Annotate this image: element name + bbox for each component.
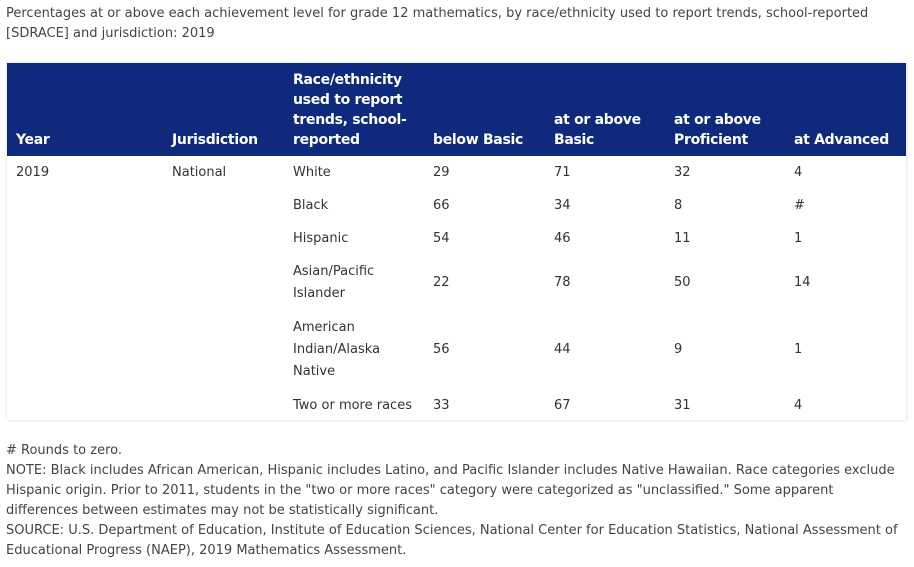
- cell-at-advanced: 14: [794, 275, 811, 290]
- cell-race: Two or more races: [293, 397, 412, 413]
- cell-at-advanced: 1: [794, 230, 803, 246]
- cell-at-or-above-proficient: 31: [674, 397, 691, 413]
- header-year: Year: [16, 132, 50, 148]
- cell-below-basic: 66: [433, 197, 450, 213]
- cell-below-basic: 56: [433, 342, 450, 357]
- header-race: Race/ethnicity used to report trends, sc…: [293, 72, 407, 148]
- table-row: American Indian/Alaska Native 56 44 9 1: [7, 311, 906, 389]
- cell-at-or-above-proficient: 8: [674, 197, 683, 213]
- cell-at-or-above-basic: 34: [554, 197, 571, 213]
- rounds-to-zero-note: # Rounds to zero.: [6, 443, 122, 458]
- table-row: Hispanic 54 46 11 1: [7, 222, 906, 255]
- cell-at-or-above-basic: 71: [554, 164, 571, 180]
- cell-at-or-above-proficient: 32: [674, 164, 691, 180]
- cell-at-or-above-basic: 78: [554, 275, 571, 290]
- cell-below-basic: 22: [433, 275, 450, 290]
- table-row: Two or more races 33 67 31 4: [7, 389, 906, 422]
- cell-jurisdiction: [163, 389, 284, 422]
- header-at-or-above-proficient: at or above Proficient: [674, 112, 761, 148]
- cell-jurisdiction: [163, 222, 284, 255]
- table-header-row: Year Jurisdiction Race/ethnicity used to…: [7, 63, 906, 156]
- cell-race: White: [293, 164, 331, 180]
- cell-jurisdiction: [163, 255, 284, 311]
- header-at-or-above-basic: at or above Basic: [554, 112, 641, 148]
- header-below-basic: below Basic: [433, 132, 523, 148]
- cell-at-advanced: #: [794, 197, 805, 213]
- cell-below-basic: 54: [433, 230, 450, 246]
- cell-race: Black: [293, 197, 329, 213]
- cell-at-or-above-proficient: 9: [674, 342, 683, 357]
- cell-year: [7, 255, 163, 311]
- table-row: Asian/Pacific Islander 22 78 50 14: [7, 255, 906, 311]
- cell-at-advanced: 4: [794, 397, 803, 413]
- cell-jurisdiction: National: [172, 164, 227, 180]
- note-text: NOTE: Black includes African American, H…: [6, 463, 895, 518]
- cell-race: American Indian/Alaska Native: [293, 320, 381, 379]
- cell-at-advanced: 1: [794, 342, 803, 357]
- cell-at-or-above-basic: 67: [554, 397, 571, 413]
- cell-race: Asian/Pacific Islander: [293, 264, 375, 301]
- source-text: SOURCE: U.S. Department of Education, In…: [6, 523, 898, 558]
- cell-at-or-above-proficient: 11: [674, 230, 691, 246]
- cell-below-basic: 33: [433, 397, 450, 413]
- cell-at-or-above-proficient: 50: [674, 275, 691, 290]
- cell-below-basic: 29: [433, 164, 450, 180]
- data-table-container: Year Jurisdiction Race/ethnicity used to…: [7, 63, 906, 420]
- table-row: 2019 National White 29 71 32 4: [7, 156, 906, 189]
- cell-at-or-above-basic: 44: [554, 342, 571, 357]
- cell-year: [7, 311, 163, 389]
- cell-jurisdiction: [163, 311, 284, 389]
- cell-jurisdiction: [163, 189, 284, 222]
- cell-race: Hispanic: [293, 230, 349, 246]
- cell-year: [7, 189, 163, 222]
- cell-year: [7, 222, 163, 255]
- header-at-advanced: at Advanced: [794, 132, 889, 148]
- table-notes: # Rounds to zero. NOTE: Black includes A…: [6, 441, 908, 561]
- cell-at-advanced: 4: [794, 164, 803, 180]
- table-caption: Percentages at or above each achievement…: [6, 6, 869, 41]
- achievement-table: Year Jurisdiction Race/ethnicity used to…: [7, 63, 906, 422]
- cell-at-or-above-basic: 46: [554, 230, 571, 246]
- cell-year: [7, 389, 163, 422]
- header-jurisdiction: Jurisdiction: [172, 132, 258, 148]
- cell-year: 2019: [16, 164, 50, 180]
- table-row: Black 66 34 8 #: [7, 189, 906, 222]
